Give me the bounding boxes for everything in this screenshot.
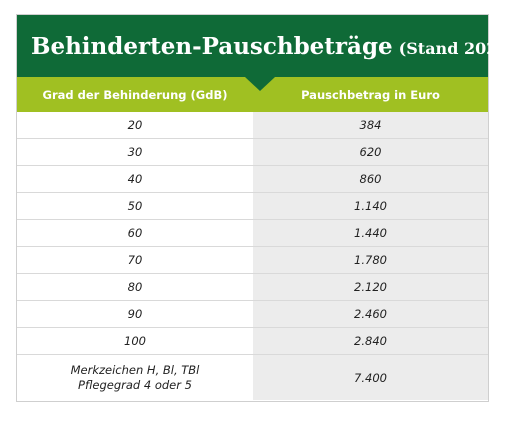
- amount-cell: 1.140: [253, 193, 488, 219]
- gdb-cell: 70: [17, 247, 253, 273]
- gdb-cell: 90: [17, 301, 253, 327]
- header-gdb: Grad der Behinderung (GdB): [42, 87, 228, 102]
- table-title: Behinderten-Pauschbeträge: [31, 32, 393, 60]
- amount-cell: 1.440: [253, 220, 488, 246]
- title-bar: Behinderten-Pauschbeträge (Stand 2025): [17, 15, 505, 77]
- table-row: 40 860: [17, 166, 488, 193]
- gdb-cell: 30: [17, 139, 253, 165]
- amount-cell: 620: [253, 139, 488, 165]
- table-row: 80 2.120: [17, 274, 488, 301]
- amount-cell: 2.460: [253, 301, 488, 327]
- table-row-merkzeichen: Merkzeichen H, Bl, TBl Pflegegrad 4 oder…: [17, 355, 488, 400]
- table-row: 60 1.440: [17, 220, 488, 247]
- table-title-date: (Stand 2025): [398, 38, 505, 58]
- gdb-cell: 100: [17, 328, 253, 354]
- merkzeichen-cell: Merkzeichen H, Bl, TBl Pflegegrad 4 oder…: [17, 355, 253, 400]
- title-pointer-triangle: [245, 77, 275, 91]
- table-row: 20 384: [17, 112, 488, 139]
- amount-cell: 2.120: [253, 274, 488, 300]
- pauschbetraege-table-card: Behinderten-Pauschbeträge (Stand 2025) G…: [16, 14, 505, 402]
- gdb-cell: 80: [17, 274, 253, 300]
- amount-cell: 860: [253, 166, 488, 192]
- gdb-cell: 20: [17, 112, 253, 138]
- amount-cell: 7.400: [253, 355, 488, 400]
- merkzeichen-line: Merkzeichen H, Bl, TBl: [70, 362, 200, 377]
- table-row: 30 620: [17, 139, 488, 166]
- gdb-cell: 50: [17, 193, 253, 219]
- amount-cell: 2.840: [253, 328, 488, 354]
- table-body: 20 384 30 620 40 860 50 1.140 60 1.440 7…: [17, 112, 488, 400]
- table-row: 50 1.140: [17, 193, 488, 220]
- table-row: 100 2.840: [17, 328, 488, 355]
- gdb-cell: 60: [17, 220, 253, 246]
- amount-cell: 384: [253, 112, 488, 138]
- amount-cell: 1.780: [253, 247, 488, 273]
- pflegegrad-line: Pflegegrad 4 oder 5: [78, 377, 192, 392]
- header-amount: Pauschbetrag in Euro: [301, 87, 440, 102]
- table-row: 70 1.780: [17, 247, 488, 274]
- table-row: 90 2.460: [17, 301, 488, 328]
- gdb-cell: 40: [17, 166, 253, 192]
